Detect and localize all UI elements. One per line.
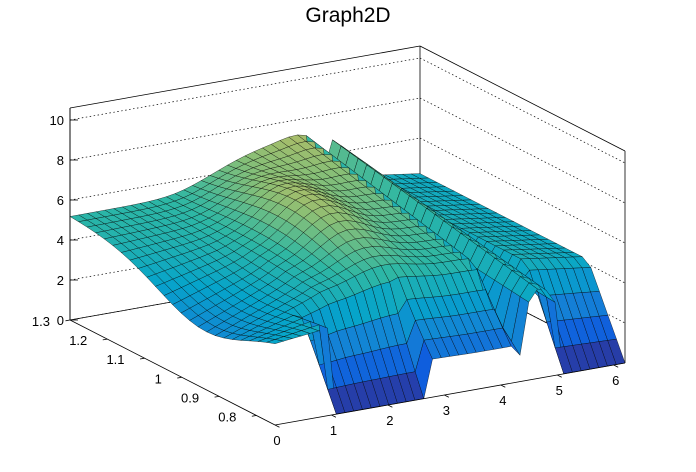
z-tick-label: 6 (57, 193, 64, 208)
z-tick-label: 0 (57, 313, 64, 328)
z-tick-label: 8 (57, 153, 64, 168)
surface-mesh (69, 134, 626, 415)
x-tick (274, 424, 280, 428)
x-tick-label: 0 (273, 433, 280, 448)
z-tick-label: 4 (57, 233, 64, 248)
y-tick (214, 395, 220, 398)
y-tick (139, 357, 145, 360)
y-tick-label: 1.3 (32, 314, 50, 329)
y-tick-label: 0.9 (181, 390, 199, 405)
back-wall-top-edge (69, 45, 421, 109)
x-axis (274, 362, 626, 426)
y-tick-label: 1 (155, 371, 162, 386)
x-tick-label: 3 (443, 403, 450, 418)
y-tick (102, 338, 108, 341)
y-tick-label: 0.8 (218, 409, 236, 424)
x-tick-label: 6 (612, 373, 619, 388)
x-tick (500, 384, 506, 388)
y-tick-label: 1.1 (106, 352, 124, 367)
x-tick-label: 4 (499, 393, 506, 408)
z-gridline (419, 97, 626, 204)
x-tick-label: 2 (386, 413, 393, 428)
x-tick (613, 364, 619, 368)
x-tick (444, 394, 450, 398)
tick-labels: 0 1 2 3 4 5 6 0.8 0.9 1 1.1 1.2 1.3 0 2 4 6 8 10 (32, 113, 619, 448)
y-tick (251, 415, 257, 417)
x-tick-label: 1 (330, 423, 337, 438)
z-tick-label: 2 (57, 273, 64, 288)
z-gridline (69, 137, 421, 201)
x-tick (331, 414, 337, 418)
y-tick (177, 376, 182, 379)
z-gridline (69, 57, 421, 121)
side-wall-top-edge (419, 45, 626, 152)
chart-title: Graph2D (305, 4, 391, 27)
y-tick (65, 319, 71, 322)
z-tick-label: 10 (50, 113, 64, 128)
axes-frame (65, 108, 626, 428)
x-tick-label: 5 (556, 383, 563, 398)
x-tick (387, 404, 393, 408)
z-gridline (419, 57, 626, 164)
y-tick-label: 1.2 (69, 333, 87, 348)
z-gridline (69, 97, 421, 161)
x-tick (557, 374, 562, 378)
y-axis (69, 319, 276, 426)
